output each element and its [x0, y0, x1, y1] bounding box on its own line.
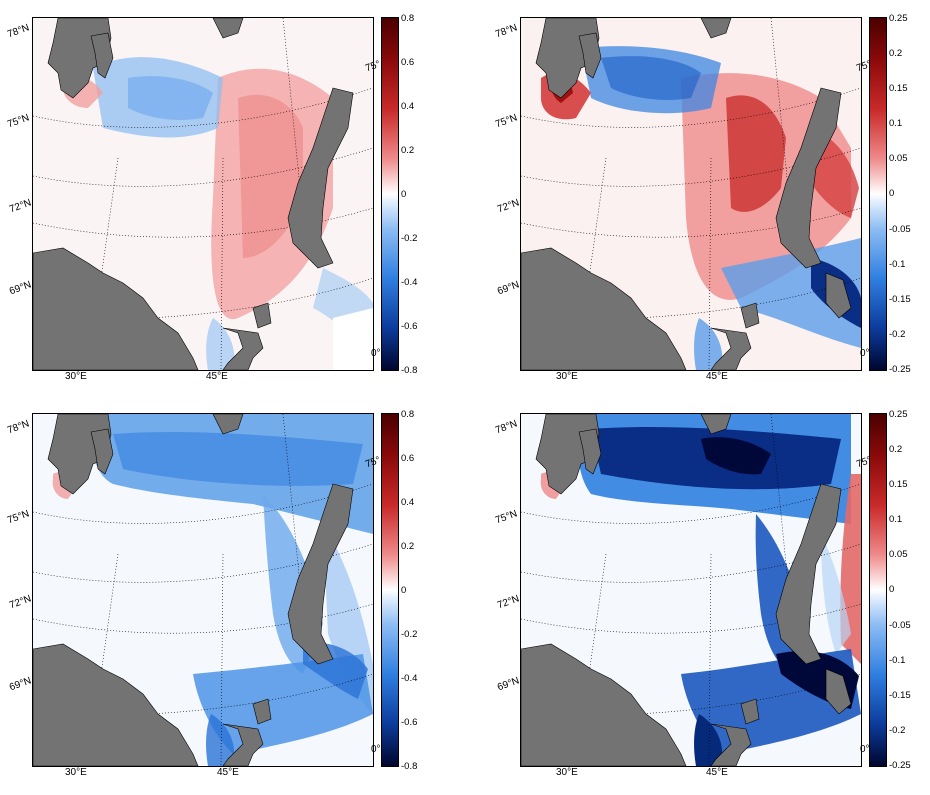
cbar-tick: -0.1: [889, 259, 906, 270]
lat-label-72: 72°N: [496, 197, 521, 216]
map-bottom-left: [32, 413, 374, 767]
land-masses: [33, 18, 373, 370]
lat-label-72: 72°N: [8, 593, 33, 612]
cbar-tick: 0.1: [889, 514, 903, 525]
cbar-tick: 0.6: [401, 57, 415, 68]
cbar-tick: -0.2: [889, 329, 906, 340]
cbar-tick: 0.2: [401, 541, 415, 552]
lon-label-45: 45°E: [206, 371, 228, 382]
lon-label-45: 45°E: [706, 767, 728, 778]
cbar-tick: 0.25: [889, 409, 908, 420]
map-canvas: [521, 18, 861, 370]
colorbar-bottom-left: [381, 413, 399, 767]
lat-label-69: 69°N: [496, 279, 521, 298]
cbar-tick: -0.4: [401, 673, 418, 684]
lon-label-30: 30°E: [65, 767, 87, 778]
lat-label-78: 78°N: [6, 22, 31, 41]
novaya-zemlya: [287, 87, 354, 269]
edge-label-bottom-right: 0°: [860, 348, 870, 359]
cbar-tick: 0.05: [889, 549, 908, 560]
cbar-tick: -0.1: [889, 655, 906, 666]
cbar-tick: -0.2: [401, 629, 418, 640]
map-canvas: [33, 18, 373, 370]
lon-label-30: 30°E: [556, 371, 578, 382]
edge-label-bottom-right: 0°: [860, 744, 870, 755]
cbar-tick: 0.2: [889, 444, 903, 455]
map-canvas: [521, 414, 861, 766]
lat-label-75: 75°N: [494, 112, 519, 131]
cbar-tick: -0.8: [401, 761, 418, 772]
cbar-tick: 0.4: [401, 101, 415, 112]
map-canvas: [33, 414, 373, 766]
cbar-tick: -0.2: [889, 725, 906, 736]
lat-label-75: 75°N: [494, 508, 519, 527]
cbar-tick: 0.4: [401, 497, 415, 508]
cbar-tick: -0.2: [401, 233, 418, 244]
lat-label-75: 75°N: [6, 508, 31, 527]
lat-label-69: 69°N: [8, 279, 33, 298]
lat-label-69: 69°N: [8, 675, 33, 694]
edge-label-bottom-right: 0°: [371, 744, 381, 755]
colorbar-top-left: [381, 17, 399, 371]
cbar-tick: 0.1: [889, 118, 903, 129]
lat-label-78: 78°N: [494, 22, 519, 41]
cbar-tick: -0.6: [401, 321, 418, 332]
cbar-tick: 0.6: [401, 453, 415, 464]
cbar-tick: 0.8: [401, 13, 415, 24]
cbar-tick: 0.2: [401, 145, 415, 156]
cbar-tick: 0.25: [889, 13, 908, 24]
map-top-left: [32, 17, 374, 371]
lon-label-45: 45°E: [217, 767, 239, 778]
lat-label-69: 69°N: [496, 675, 521, 694]
cbar-tick: -0.15: [889, 294, 911, 305]
cbar-tick: 0.15: [889, 83, 908, 94]
cbar-tick: -0.4: [401, 277, 418, 288]
lon-label-45: 45°E: [706, 371, 728, 382]
cbar-tick: -0.05: [889, 620, 911, 631]
lon-label-30: 30°E: [65, 371, 87, 382]
cbar-tick: 0: [889, 584, 895, 595]
cbar-tick: -0.6: [401, 717, 418, 728]
colorbar-bottom-right: [869, 413, 887, 767]
lat-label-72: 72°N: [496, 593, 521, 612]
colorbar-top-right: [869, 17, 887, 371]
lat-label-75: 75°N: [6, 112, 31, 131]
cbar-tick: 0: [889, 188, 895, 199]
map-top-right: [520, 17, 862, 371]
lat-label-72: 72°N: [8, 197, 33, 216]
cbar-tick: -0.25: [889, 760, 911, 771]
cbar-tick: 0.05: [889, 153, 908, 164]
kola-peninsula: [33, 247, 199, 370]
cbar-tick: 0.2: [889, 48, 903, 59]
cbar-tick: 0: [401, 189, 407, 200]
cbar-tick: 0.8: [401, 409, 415, 420]
cbar-tick: -0.15: [889, 690, 911, 701]
cbar-tick: 0.15: [889, 479, 908, 490]
land-masses: [33, 414, 354, 766]
land-masses: [521, 18, 852, 370]
lon-label-30: 30°E: [556, 767, 578, 778]
cbar-tick: -0.8: [401, 365, 418, 376]
land-masses: [521, 414, 852, 766]
cbar-tick: 0: [401, 585, 407, 596]
map-bottom-right: [520, 413, 862, 767]
cbar-tick: -0.05: [889, 224, 911, 235]
lat-label-78: 78°N: [494, 418, 519, 437]
edge-label-bottom-right: 0°: [371, 348, 381, 359]
cbar-tick: -0.25: [889, 364, 911, 375]
lat-label-78: 78°N: [6, 418, 31, 437]
